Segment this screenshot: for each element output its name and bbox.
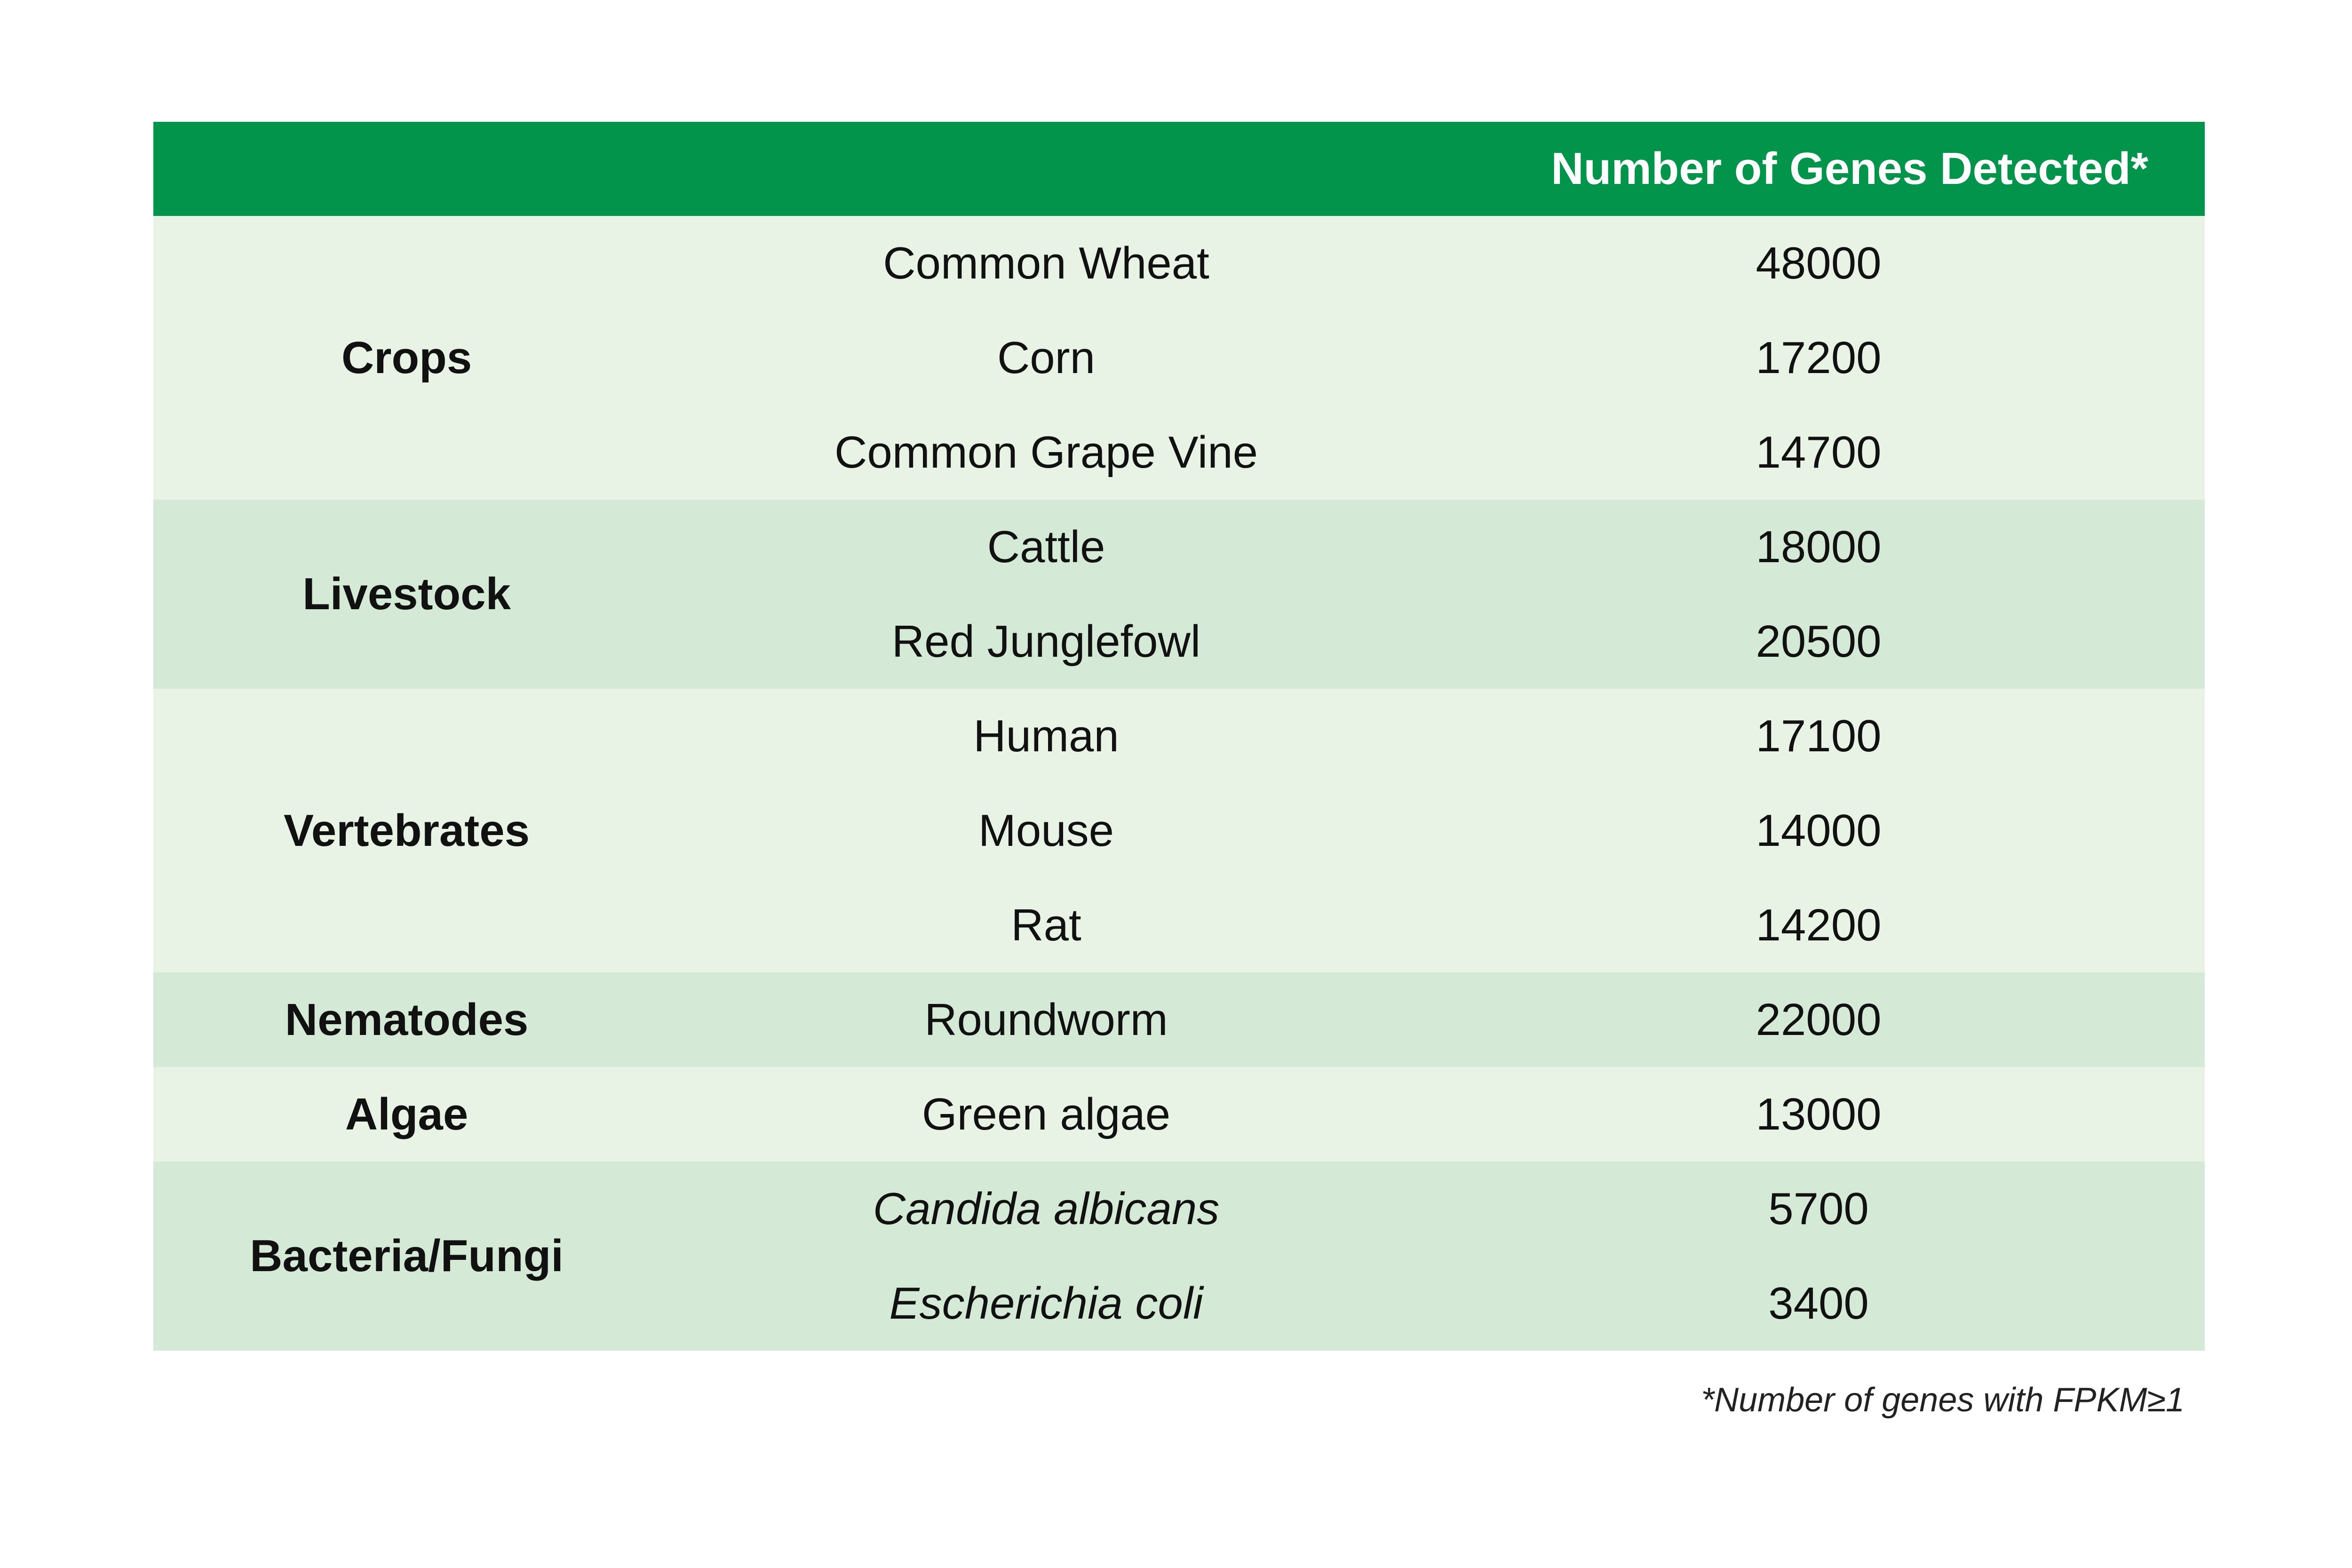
gene-count: 14000: [1432, 783, 2205, 878]
table-row: Nematodes Roundworm 22000: [153, 972, 2205, 1067]
genes-detected-table: Number of Genes Detected* Crops Common W…: [153, 122, 2205, 1351]
gene-count: 13000: [1432, 1067, 2205, 1162]
group-livestock: Livestock Cattle 18000 Red Junglefowl 20…: [153, 500, 2205, 689]
organism-name: Mouse: [660, 783, 1432, 878]
group-crops: Crops Common Wheat 48000 Corn 17200 Comm…: [153, 216, 2205, 500]
table-row: Algae Green algae 13000: [153, 1067, 2205, 1162]
organism-name: Common Wheat: [660, 216, 1432, 310]
table-row: Livestock Cattle 18000: [153, 500, 2205, 689]
header-genes-detected: Number of Genes Detected*: [1432, 122, 2205, 216]
gene-count: 17100: [1432, 689, 2205, 783]
category-label: Bacteria/Fungi: [153, 1162, 660, 1351]
table-row: Crops Common Wheat 48000: [153, 216, 2205, 500]
organism-name: Escherichia coli: [660, 1256, 1432, 1351]
organism-name: Human: [660, 689, 1432, 783]
organism-name: Cattle: [660, 500, 1432, 594]
gene-count: 48000: [1432, 216, 2205, 310]
group-bacteria-fungi: Bacteria/Fungi Candida albicans 5700 Esc…: [153, 1162, 2205, 1351]
table-row: Corn 17200: [153, 310, 2205, 405]
organism-name: Common Grape Vine: [660, 405, 1432, 500]
organism-name: Red Junglefowl: [660, 594, 1432, 689]
organism-name: Roundworm: [660, 972, 1432, 1067]
category-label: Vertebrates: [153, 689, 660, 972]
table-row: Bacteria/Fungi Candida albicans 5700: [153, 1162, 2205, 1351]
header-row: Number of Genes Detected*: [153, 122, 2205, 216]
table-row: Vertebrates Human 17100: [153, 689, 2205, 972]
header-category: [153, 122, 660, 216]
organism-name: Green algae: [660, 1067, 1432, 1162]
group-algae: Algae Green algae 13000: [153, 1067, 2205, 1162]
table-row: Mouse 14000: [153, 783, 2205, 878]
category-label: Nematodes: [153, 972, 660, 1067]
gene-count: 17200: [1432, 310, 2205, 405]
gene-count: 3400: [1432, 1256, 2205, 1351]
category-label: Livestock: [153, 500, 660, 689]
group-nematodes: Nematodes Roundworm 22000: [153, 972, 2205, 1067]
gene-count: 18000: [1432, 500, 2205, 594]
organism-name: Rat: [660, 878, 1432, 972]
organism-name: Candida albicans: [660, 1162, 1432, 1256]
category-label: Algae: [153, 1067, 660, 1162]
table-row: Red Junglefowl 20500: [153, 594, 2205, 689]
table-row: Common Grape Vine 14700: [153, 405, 2205, 500]
gene-count: 14200: [1432, 878, 2205, 972]
gene-count: 14700: [1432, 405, 2205, 500]
footnote: *Number of genes with FPKM≥1: [1701, 1381, 2185, 1419]
gene-count: 5700: [1432, 1162, 2205, 1256]
group-vertebrates: Vertebrates Human 17100 Mouse 14000 Rat …: [153, 689, 2205, 972]
table-header: Number of Genes Detected*: [153, 122, 2205, 216]
gene-count: 22000: [1432, 972, 2205, 1067]
table-row: Rat 14200: [153, 878, 2205, 972]
category-label: Crops: [153, 216, 660, 500]
gene-count: 20500: [1432, 594, 2205, 689]
organism-name: Corn: [660, 310, 1432, 405]
header-organism: [660, 122, 1432, 216]
table-row: Escherichia coli 3400: [153, 1256, 2205, 1351]
